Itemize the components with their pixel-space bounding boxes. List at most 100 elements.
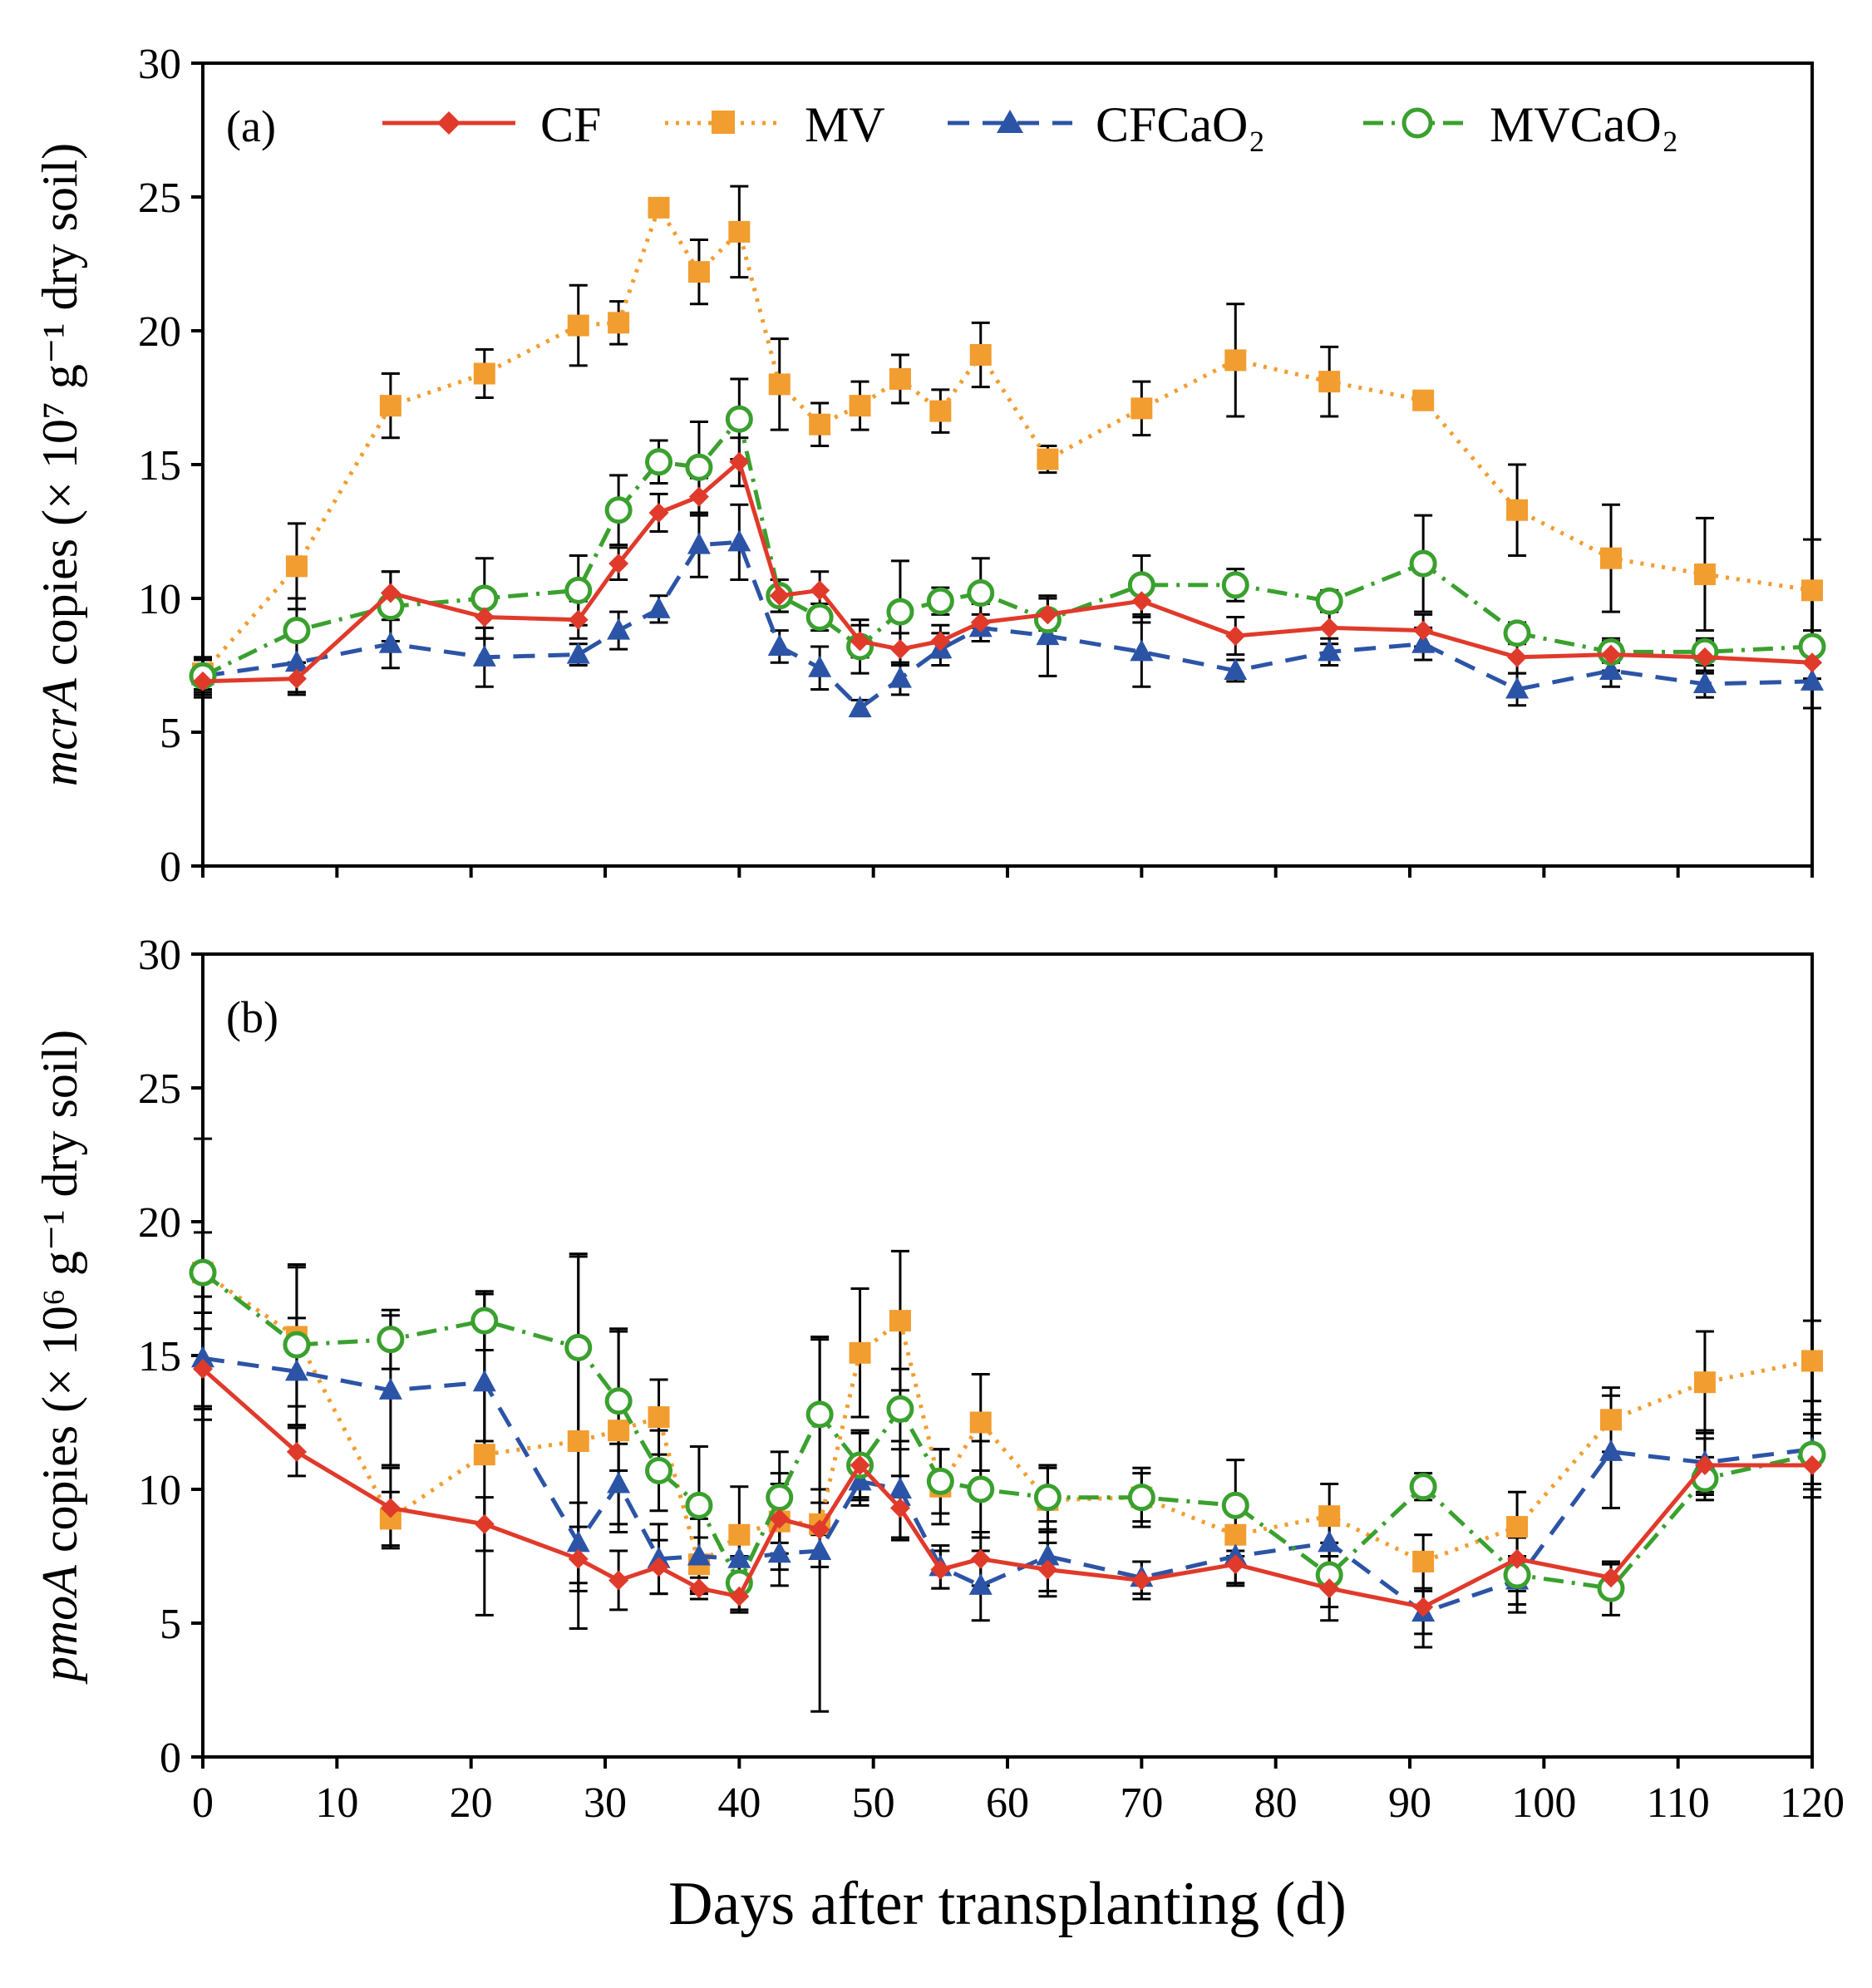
data-point [193, 1359, 213, 1380]
panel-b-label: (b) [226, 992, 278, 1042]
panel-a-errorbars-mvcao2 [194, 377, 1821, 696]
legend-item-cf: CF [382, 97, 601, 152]
panel-b-plot-area [189, 1137, 1826, 1713]
data-point [472, 1370, 496, 1392]
panel-a-ytick-label: 30 [138, 41, 181, 88]
panel-b-frame [201, 952, 1814, 1759]
panel-a-series-cfcao2 [191, 529, 1824, 718]
panel-a-ytick-label: 15 [138, 442, 181, 490]
data-point [889, 1310, 911, 1332]
data-point [769, 1508, 790, 1529]
data-point [849, 395, 871, 417]
data-point [967, 579, 995, 608]
data-point [769, 585, 790, 606]
data-point [568, 1548, 589, 1569]
panel-b-series-mv [192, 1262, 1823, 1576]
data-point [1601, 1567, 1621, 1588]
x-tick-label: 40 [717, 1779, 761, 1827]
panel-b-y-axis-title: pmoA copies (× 10⁶ g⁻¹ dry soil) [32, 1030, 87, 1685]
panel-a-y-axis-gene: mcrA [32, 678, 87, 786]
panel-a-series-cf [193, 451, 1822, 691]
legend-marker-cf [437, 111, 461, 135]
panel-a-errorbars-cf [194, 436, 1821, 699]
panel-b-ytick-label: 25 [138, 1065, 181, 1113]
legend-label-mv: MV [805, 97, 885, 152]
panel-a: 0 5 10 15 20 25 30 (a) mcrA copies (× 10⁷ g⁻¹ … [32, 41, 1826, 891]
data-point [767, 633, 791, 656]
data-point [377, 1326, 405, 1354]
series-line [201, 1271, 1813, 1567]
data-point [285, 555, 308, 578]
data-point [1319, 1578, 1340, 1599]
data-point [284, 650, 308, 672]
data-point [687, 261, 710, 283]
data-point [566, 1530, 590, 1553]
data-point [1224, 349, 1247, 372]
data-point [604, 496, 633, 524]
data-point [729, 451, 750, 472]
data-point [1037, 1559, 1058, 1580]
data-point [926, 1467, 954, 1495]
data-point [1036, 623, 1060, 646]
data-point [728, 220, 751, 243]
data-point [850, 631, 870, 652]
panel-b-errorbars-mv [194, 1137, 1821, 1713]
panel-b-errorbars-cf [194, 1327, 1821, 1649]
data-point [1318, 639, 1342, 662]
legend-item-mvcao2: MVCaO₂ [1363, 97, 1679, 152]
data-point [1033, 1484, 1062, 1512]
data-point [647, 596, 671, 618]
data-point [1131, 397, 1153, 420]
data-point [284, 1359, 308, 1381]
data-point [1507, 1548, 1528, 1569]
x-axis-title: Days after transplanting (d) [668, 1870, 1347, 1938]
data-point [768, 373, 791, 396]
data-point [1318, 1505, 1341, 1528]
x-tick-label: 90 [1388, 1779, 1431, 1827]
series-line [201, 1367, 1812, 1610]
series-line [202, 460, 1813, 684]
data-point [727, 1546, 751, 1568]
data-point [1599, 1439, 1623, 1461]
data-point [848, 696, 872, 718]
data-point [645, 448, 673, 476]
panel-b: 0 5 10 15 20 25 30 0 10 20 30 40 50 60 70 80 90 100 110 120… [32, 932, 1845, 1827]
data-point [970, 1548, 991, 1569]
panel-b-series-mvcao2 [189, 1258, 1826, 1602]
panel-a-series-mv [192, 196, 1823, 685]
data-point [645, 1456, 673, 1484]
panel-a-ytick-label: 25 [138, 175, 181, 222]
panel-b-ytick-label: 0 [160, 1735, 181, 1782]
data-point [608, 554, 629, 574]
data-point [805, 603, 834, 632]
data-point [1318, 1530, 1342, 1553]
data-point [1693, 563, 1716, 586]
data-point [1221, 1491, 1249, 1519]
panel-a-ytick-label: 5 [160, 710, 181, 757]
data-point [1318, 371, 1341, 393]
x-tick-label: 100 [1511, 1779, 1576, 1827]
data-point [1801, 1350, 1823, 1372]
data-point [969, 1411, 992, 1434]
data-point [888, 1477, 912, 1498]
data-point [473, 1444, 495, 1466]
data-point [1225, 1554, 1246, 1575]
data-point [564, 1333, 593, 1361]
x-tick-label: 80 [1254, 1779, 1298, 1827]
data-point [648, 502, 669, 523]
x-tick-label: 20 [450, 1779, 493, 1827]
data-point [1599, 657, 1623, 680]
data-point [1409, 1473, 1437, 1501]
data-point [607, 618, 631, 640]
legend-marker-cfcao2 [997, 110, 1023, 133]
data-point [470, 1306, 499, 1335]
data-point [1601, 644, 1621, 665]
data-point [608, 1420, 630, 1442]
data-point [1131, 591, 1152, 612]
data-point [608, 312, 630, 334]
legend-marker-mv [712, 111, 735, 134]
data-point [850, 1455, 870, 1476]
data-point [567, 314, 589, 337]
x-tick-label: 50 [852, 1779, 895, 1827]
data-point [969, 343, 992, 366]
